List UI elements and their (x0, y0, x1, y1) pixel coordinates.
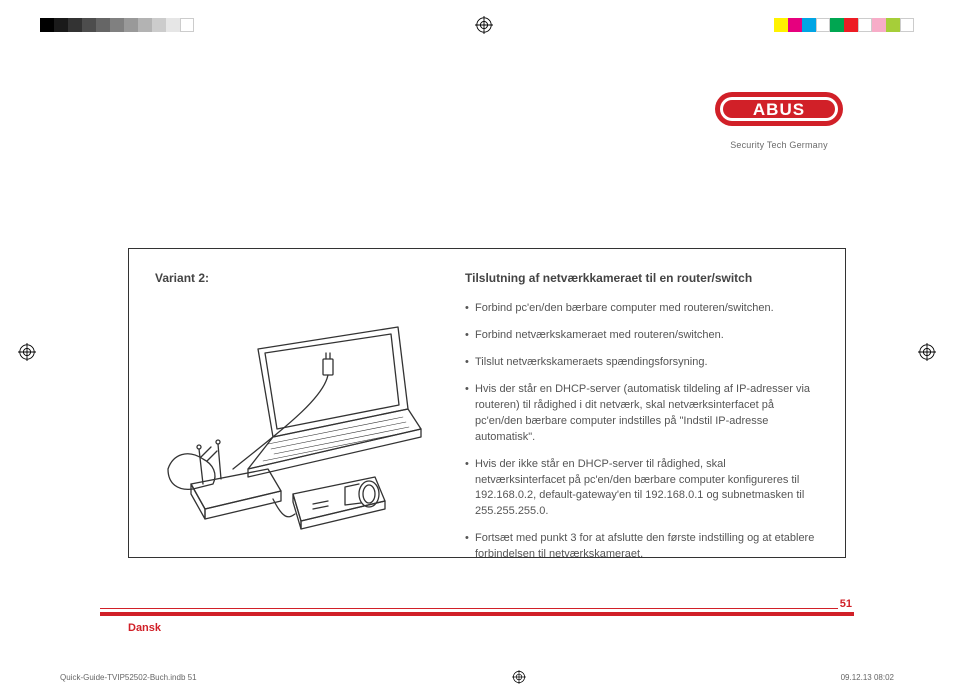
color-swatch (816, 18, 830, 32)
color-swatch (830, 18, 844, 32)
color-swatch (802, 18, 816, 32)
svg-text:ABUS: ABUS (753, 100, 805, 119)
gray-step (152, 18, 166, 32)
registration-mark-left (18, 343, 36, 361)
gray-step (180, 18, 194, 32)
gray-step (82, 18, 96, 32)
footer-rule-thin (100, 608, 854, 609)
instruction-list: Forbind pc'en/den bærbare computer med r… (465, 301, 819, 563)
registration-mark-right (918, 343, 936, 361)
footer-rule-thick (100, 612, 854, 616)
right-column: Tilslutning af netværkkameraet til en ro… (465, 271, 819, 539)
gray-ramp (40, 18, 194, 32)
instruction-item: Hvis der står en DHCP-server (automatisk… (465, 382, 819, 446)
gray-step (110, 18, 124, 32)
language-label: Dansk (128, 622, 161, 634)
color-swatches (774, 18, 914, 32)
registration-mark-bottom (512, 670, 526, 684)
color-swatch (886, 18, 900, 32)
print-metadata: Quick-Guide-TVIP52502-Buch.indb 51 09.12… (60, 670, 894, 684)
page-number: 51 (838, 598, 854, 610)
instruction-item: Forbind pc'en/den bærbare computer med r… (465, 301, 819, 317)
logo-tagline: Security Tech Germany (714, 140, 844, 150)
color-swatch (858, 18, 872, 32)
print-datetime: 09.12.13 08:02 (841, 673, 894, 682)
gray-step (124, 18, 138, 32)
instruction-item: Fortsæt med punkt 3 for at afslutte den … (465, 531, 819, 563)
instruction-item: Forbind netværkskameraet med routeren/sw… (465, 328, 819, 344)
gray-step (96, 18, 110, 32)
registration-mark-top (475, 16, 493, 34)
gray-step (166, 18, 180, 32)
gray-step (138, 18, 152, 32)
left-column: Variant 2: (155, 271, 465, 539)
print-filename: Quick-Guide-TVIP52502-Buch.indb 51 (60, 673, 197, 682)
instruction-item: Hvis der ikke står en DHCP-server til rå… (465, 457, 819, 521)
color-swatch (774, 18, 788, 32)
gray-step (68, 18, 82, 32)
abus-logo-icon: ABUS (714, 86, 844, 132)
color-swatch (872, 18, 886, 32)
brand-logo-area: ABUS Security Tech Germany (714, 86, 844, 150)
instruction-item: Tilslut netværkskameraets spændingsforsy… (465, 355, 819, 371)
color-swatch (844, 18, 858, 32)
color-swatch (788, 18, 802, 32)
registration-bar (0, 16, 954, 34)
variant-label: Variant 2: (155, 271, 465, 285)
content-heading: Tilslutning af netværkkameraet til en ro… (465, 271, 819, 285)
gray-step (40, 18, 54, 32)
content-box: Variant 2: (128, 248, 846, 558)
color-swatch (900, 18, 914, 32)
gray-step (54, 18, 68, 32)
connection-diagram (163, 309, 433, 539)
